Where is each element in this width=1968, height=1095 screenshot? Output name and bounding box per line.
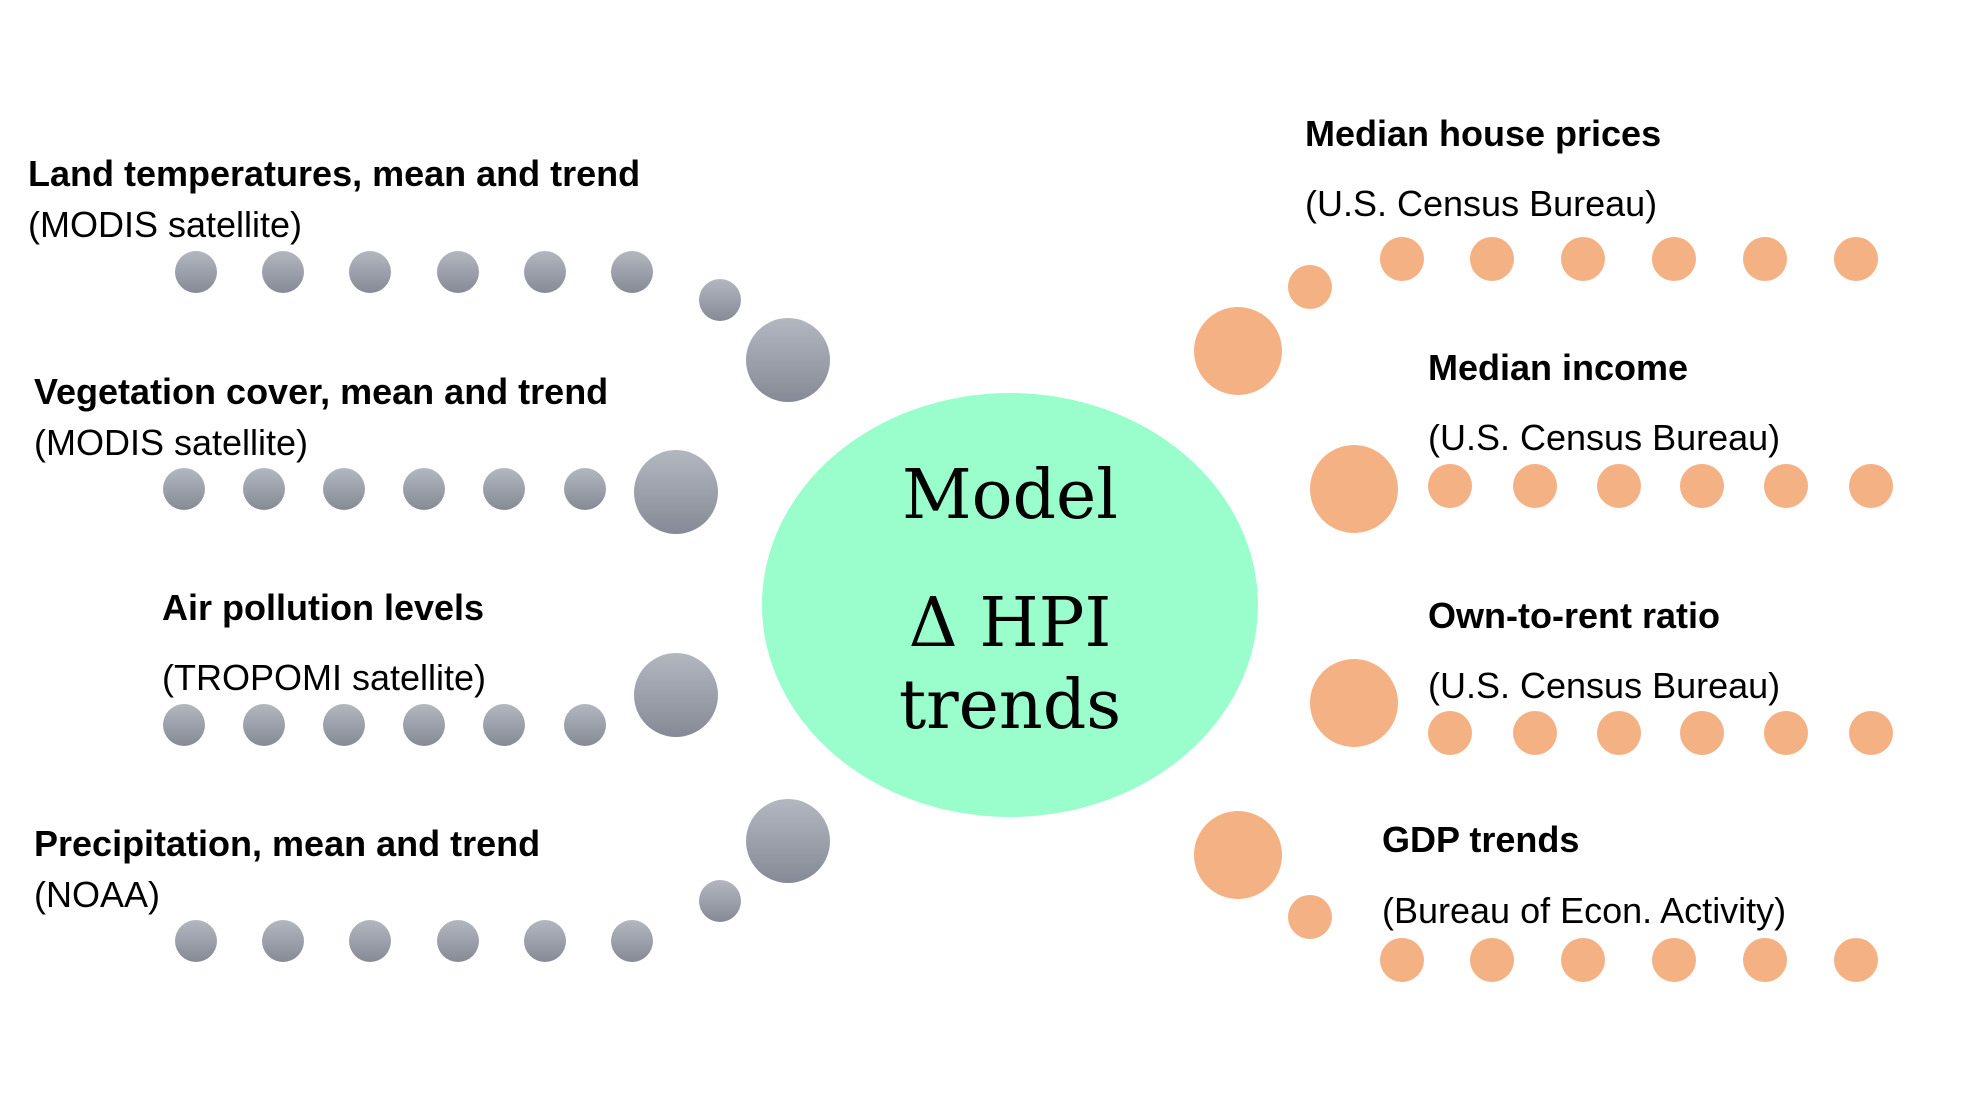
- own-to-rent-dot-2: [1513, 711, 1557, 755]
- land-temp-dot-4: [437, 251, 479, 293]
- land-temp-dot-2: [262, 251, 304, 293]
- own-to-rent-dot-5: [1764, 711, 1808, 755]
- own-to-rent-dot-6: [1849, 711, 1893, 755]
- delta-hpi-label: Δ HPI: [908, 584, 1112, 663]
- air-pollution-dot-6: [564, 704, 606, 746]
- vegetation-dot-4: [403, 468, 445, 510]
- precipitation-dot-2: [262, 920, 304, 962]
- house-prices-dot-6: [1834, 237, 1878, 281]
- own-to-rent-dot-1: [1428, 711, 1472, 755]
- trends-label: trends: [898, 666, 1122, 745]
- precipitation-dot-1: [175, 920, 217, 962]
- land-temp-dot-6: [611, 251, 653, 293]
- vegetation-dot-1: [163, 468, 205, 510]
- median-income-dot-1: [1428, 464, 1472, 508]
- median-income-title: Median income: [1428, 347, 1689, 388]
- precipitation-dot-4: [437, 920, 479, 962]
- median-income-dot-5: [1764, 464, 1808, 508]
- gdp-dot-5: [1743, 938, 1787, 982]
- precipitation-node-dot: [746, 799, 830, 883]
- vegetation-dot-2: [243, 468, 285, 510]
- vegetation-dot-5: [483, 468, 525, 510]
- own-to-rent-dot-4: [1680, 711, 1724, 755]
- air-pollution-dot-5: [483, 704, 525, 746]
- vegetation-title: Vegetation cover, mean and trend: [34, 371, 609, 412]
- land-temp-node-dot: [746, 318, 830, 402]
- vegetation-node-dot: [634, 450, 718, 534]
- land-temp-dot-1: [175, 251, 217, 293]
- land-temp-source: (MODIS satellite): [28, 204, 303, 245]
- air-pollution-dot-2: [243, 704, 285, 746]
- vegetation-dot-3: [323, 468, 365, 510]
- air-pollution-node-dot: [634, 653, 718, 737]
- gdp-dot-4: [1652, 938, 1696, 982]
- median-income-dot-4: [1680, 464, 1724, 508]
- median-income-dot-2: [1513, 464, 1557, 508]
- precipitation-connector-dot: [699, 880, 741, 922]
- gdp-dot-2: [1470, 938, 1514, 982]
- gdp-dot-1: [1380, 938, 1424, 982]
- air-pollution-title: Air pollution levels: [162, 587, 485, 628]
- air-pollution-dot-1: [163, 704, 205, 746]
- gdp-dot-3: [1561, 938, 1605, 982]
- vegetation-dot-6: [564, 468, 606, 510]
- own-to-rent-source: (U.S. Census Bureau): [1428, 665, 1781, 706]
- house-prices-dot-2: [1470, 237, 1514, 281]
- precipitation-title: Precipitation, mean and trend: [34, 823, 541, 864]
- house-prices-dot-3: [1561, 237, 1605, 281]
- vegetation-source: (MODIS satellite): [34, 422, 309, 463]
- house-prices-source: (U.S. Census Bureau): [1305, 183, 1658, 224]
- land-temp-title: Land temperatures, mean and trend: [28, 153, 641, 194]
- median-income-dot-6: [1849, 464, 1893, 508]
- gdp-node-dot: [1194, 811, 1282, 899]
- dots-layer: [163, 237, 1893, 982]
- house-prices-dot-4: [1652, 237, 1696, 281]
- gdp-connector-dot: [1288, 895, 1332, 939]
- house-prices-node-dot: [1194, 307, 1282, 395]
- land-temp-dot-3: [349, 251, 391, 293]
- own-to-rent-node-dot: [1310, 659, 1398, 747]
- median-income-source: (U.S. Census Bureau): [1428, 417, 1781, 458]
- house-prices-connector-dot: [1288, 265, 1332, 309]
- gdp-title: GDP trends: [1382, 819, 1580, 860]
- land-temp-connector-dot: [699, 279, 741, 321]
- house-prices-title: Median house prices: [1305, 113, 1662, 154]
- precipitation-dot-6: [611, 920, 653, 962]
- model-label: Model: [901, 456, 1119, 535]
- model-ellipse: [762, 393, 1258, 817]
- median-income-dot-3: [1597, 464, 1641, 508]
- median-income-node-dot: [1310, 445, 1398, 533]
- land-temp-dot-5: [524, 251, 566, 293]
- house-prices-dot-1: [1380, 237, 1424, 281]
- air-pollution-dot-3: [323, 704, 365, 746]
- air-pollution-source: (TROPOMI satellite): [162, 657, 487, 698]
- precipitation-source: (NOAA): [34, 874, 160, 915]
- air-pollution-dot-4: [403, 704, 445, 746]
- own-to-rent-dot-3: [1597, 711, 1641, 755]
- house-prices-dot-5: [1743, 237, 1787, 281]
- precipitation-dot-5: [524, 920, 566, 962]
- gdp-dot-6: [1834, 938, 1878, 982]
- own-to-rent-title: Own-to-rent ratio: [1428, 595, 1720, 636]
- gdp-source: (Bureau of Econ. Activity): [1382, 890, 1787, 931]
- precipitation-dot-3: [349, 920, 391, 962]
